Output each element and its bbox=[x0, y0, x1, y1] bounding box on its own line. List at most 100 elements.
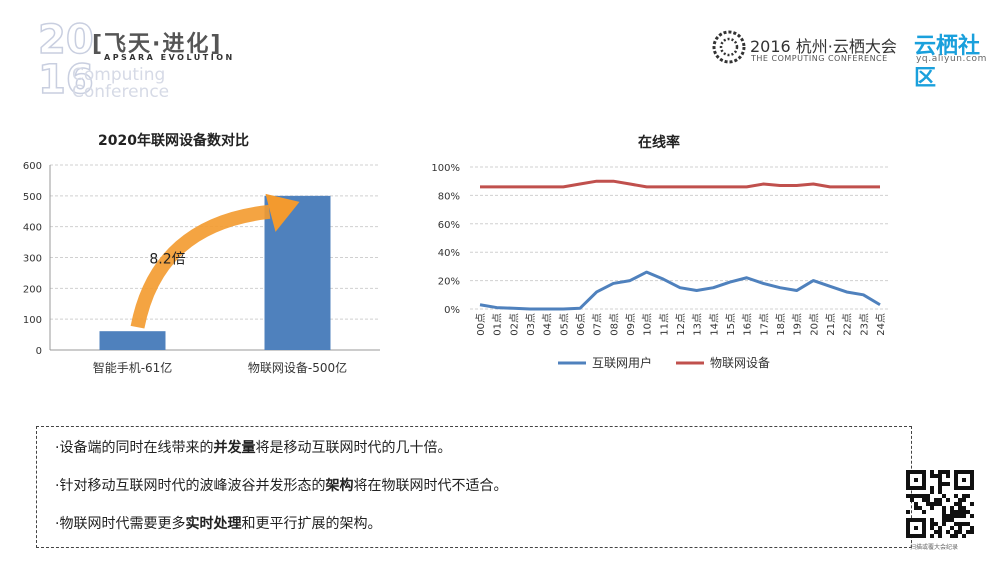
note-1-text-a: 设备端的同时在线带来的 bbox=[59, 440, 214, 456]
brand-english: APSARA EVOLUTION bbox=[104, 53, 235, 62]
qr-module bbox=[946, 470, 950, 474]
qr-module bbox=[930, 506, 934, 510]
bar bbox=[99, 331, 166, 350]
qr-module bbox=[938, 530, 942, 534]
line-x-tick-label: 02点 bbox=[508, 313, 520, 336]
line-x-tick-label: 07点 bbox=[592, 313, 604, 336]
qr-module bbox=[922, 494, 926, 498]
line-chart: 0% 20% 40% 60% 80% 100% 00点 01点 02点 03点 04点 05点 06点 0… bbox=[431, 163, 890, 370]
line-y-tick-label: 80% bbox=[438, 191, 460, 202]
qr-module bbox=[942, 482, 946, 486]
line-x-tick-label: 00点 bbox=[475, 313, 487, 336]
line-x-tick-label: 17点 bbox=[758, 313, 770, 336]
qr-module bbox=[942, 494, 946, 498]
qr-module bbox=[962, 534, 966, 538]
bar-chart-title: 2020年联网设备数对比 bbox=[98, 133, 249, 149]
qr-module bbox=[954, 530, 958, 534]
note-2-bold: 架构 bbox=[325, 478, 354, 494]
line-y-tick-label: 20% bbox=[438, 277, 460, 288]
community-title: 云栖社区 bbox=[914, 34, 981, 91]
bar-y-tick-label: 600 bbox=[23, 161, 42, 172]
note-2: ·针对移动互联网时代的波峰波谷并发形态的架构将在物联网时代不适合。 bbox=[55, 478, 508, 494]
qr-module bbox=[950, 510, 954, 514]
qr-caption: 扫描或覆大会纪录 bbox=[910, 544, 959, 551]
qr-module bbox=[926, 494, 930, 498]
qr-module bbox=[934, 530, 938, 534]
qr-module bbox=[958, 510, 962, 514]
line-x-tick-label: 15点 bbox=[725, 313, 737, 336]
line-x-tick-label: 09点 bbox=[625, 313, 637, 336]
qr-module bbox=[946, 474, 950, 478]
qr-module bbox=[946, 482, 950, 486]
growth-annotation: 8.2倍 bbox=[149, 252, 185, 268]
line-x-tick-label: 13点 bbox=[692, 313, 704, 336]
legend-label: 物联网设备 bbox=[710, 356, 770, 370]
community-url: yq.aliyun.com bbox=[916, 54, 988, 64]
notes-box: ·设备端的同时在线带来的并发量将是移动互联网时代的几十倍。 ·针对移动互联网时代… bbox=[36, 426, 912, 548]
qr-module bbox=[962, 506, 966, 510]
series-line bbox=[480, 179, 880, 189]
qr-finder-dot bbox=[914, 526, 918, 530]
qr-code-icon bbox=[906, 470, 974, 538]
qr-module bbox=[942, 518, 946, 522]
line-x-tick-label: 23点 bbox=[858, 313, 870, 336]
line-x-tick-label: 16点 bbox=[742, 313, 754, 336]
qr-module bbox=[914, 494, 918, 498]
qr-module bbox=[970, 526, 974, 530]
bar-y-tick-label: 200 bbox=[23, 284, 42, 295]
qr-module bbox=[930, 526, 934, 530]
qr-module bbox=[910, 494, 914, 498]
line-x-tick-label: 03点 bbox=[525, 313, 537, 336]
bar-y-tick-label: 400 bbox=[23, 223, 42, 234]
qr-module bbox=[958, 498, 962, 502]
note-2-text-a: 针对移动互联网时代的波峰波谷并发形态的 bbox=[59, 478, 326, 494]
qr-module bbox=[918, 494, 922, 498]
qr-module bbox=[930, 522, 934, 526]
qr-module bbox=[942, 514, 946, 518]
qr-module bbox=[958, 506, 962, 510]
qr-module bbox=[938, 482, 942, 486]
qr-module bbox=[938, 478, 942, 482]
note-3: ·物联网时代需要更多实时处理和更平行扩展的架构。 bbox=[55, 516, 382, 532]
qr-module bbox=[938, 534, 942, 538]
qr-module bbox=[962, 498, 966, 502]
qr-module bbox=[922, 510, 926, 514]
note-1-bold: 并发量 bbox=[213, 440, 256, 456]
bar-category-label: 物联网设备-500亿 bbox=[248, 360, 347, 375]
line-x-tick-label: 20点 bbox=[808, 313, 820, 336]
logo-subtitle-2: Conference bbox=[72, 82, 170, 102]
qr-finder-dot bbox=[962, 478, 966, 482]
qr-module bbox=[938, 526, 942, 530]
qr-module bbox=[970, 514, 974, 518]
note-1-text-b: 将是移动互联网时代的几十倍。 bbox=[255, 440, 452, 456]
line-y-tick-label: 40% bbox=[438, 248, 460, 259]
qr-module bbox=[962, 494, 966, 498]
qr-module bbox=[930, 502, 934, 506]
qr-module bbox=[914, 502, 918, 506]
qr-module bbox=[930, 518, 934, 522]
qr-module bbox=[958, 526, 962, 530]
qr-module bbox=[926, 498, 930, 502]
qr-module bbox=[946, 514, 950, 518]
qr-module bbox=[946, 530, 950, 534]
qr-module bbox=[942, 522, 946, 526]
qr-module bbox=[930, 486, 934, 490]
note-3-bold: 实时处理 bbox=[185, 516, 242, 532]
qr-module bbox=[942, 510, 946, 514]
qr-module bbox=[906, 494, 910, 498]
conference-title: 2016 杭州·云栖大会 bbox=[750, 37, 897, 56]
line-x-tick-label: 11点 bbox=[658, 313, 670, 336]
qr-module bbox=[930, 534, 934, 538]
qr-module bbox=[934, 474, 938, 478]
bar-chart: 0 100 200 300 400 500 600 智能手机-61亿 物联网设备-500亿 8.2… bbox=[23, 161, 380, 375]
line-x-tick-label: 01点 bbox=[492, 313, 504, 336]
line-x-tick-label: 14点 bbox=[708, 313, 720, 336]
qr-module bbox=[950, 526, 954, 530]
qr-module bbox=[966, 494, 970, 498]
note-3-text-b: 和更平行扩展的架构。 bbox=[241, 516, 382, 532]
qr-module bbox=[906, 510, 910, 514]
logo-subtitle-1: Computing bbox=[72, 65, 166, 85]
qr-module bbox=[910, 498, 914, 502]
line-x-tick-label: 22点 bbox=[842, 313, 854, 336]
bar-category-label: 智能手机-61亿 bbox=[93, 360, 173, 375]
